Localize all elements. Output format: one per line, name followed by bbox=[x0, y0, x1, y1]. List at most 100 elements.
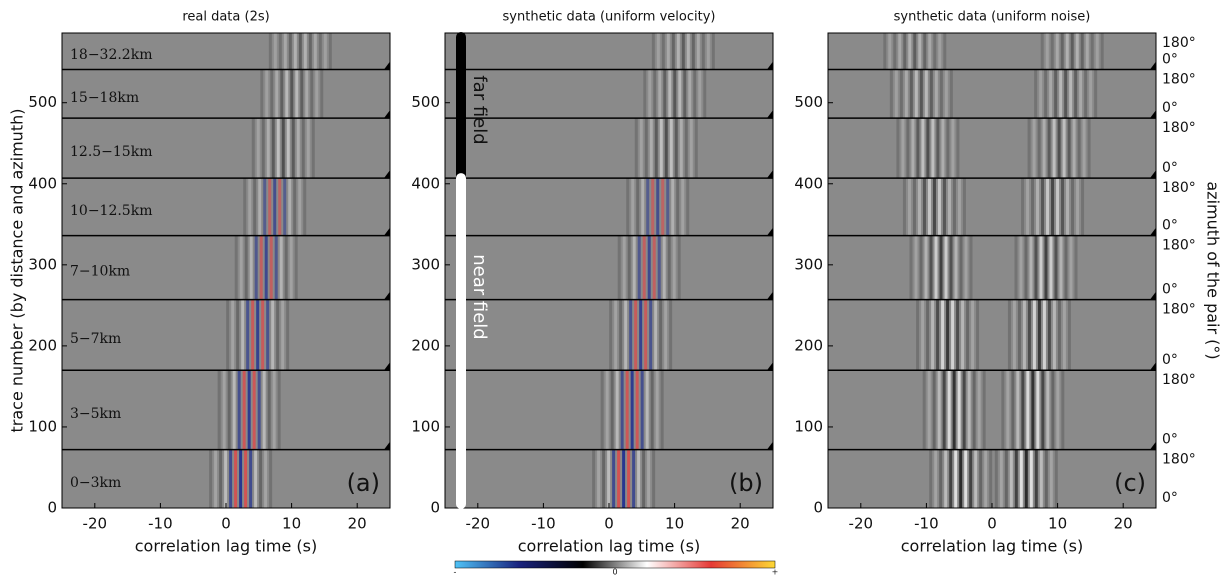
texture-stripe bbox=[265, 69, 269, 119]
texture-stripe bbox=[951, 299, 955, 371]
texture-stripe bbox=[261, 118, 265, 179]
texture-stripe bbox=[919, 235, 923, 300]
texture-stripe bbox=[251, 299, 255, 371]
y-tick-label: 500 bbox=[411, 93, 440, 111]
texture-stripe bbox=[655, 370, 659, 450]
texture-stripe bbox=[686, 33, 690, 70]
panel-title: synthetic data (uniform velocity) bbox=[503, 10, 716, 25]
texture-stripe bbox=[602, 449, 606, 508]
texture-stripe bbox=[1066, 178, 1070, 236]
x-tick-label: 10 bbox=[282, 515, 301, 533]
x-tick-label: -10 bbox=[914, 515, 939, 533]
y-tick-label: 300 bbox=[411, 255, 440, 273]
texture-stripe bbox=[1024, 235, 1028, 300]
texture-stripe bbox=[676, 33, 680, 70]
band-label: 7−10km bbox=[70, 264, 130, 280]
texture-stripe bbox=[294, 235, 298, 300]
texture-stripe bbox=[266, 299, 270, 371]
texture-stripe bbox=[281, 299, 285, 371]
texture-stripe bbox=[1067, 118, 1071, 179]
texture-stripe bbox=[956, 118, 960, 179]
texture-stripe bbox=[979, 449, 983, 508]
texture-stripe bbox=[1076, 178, 1080, 236]
texture-stripe bbox=[284, 235, 288, 300]
texture-stripe bbox=[652, 235, 656, 300]
y-tick-label: 100 bbox=[411, 417, 440, 435]
texture-stripe bbox=[1017, 299, 1021, 371]
texture-stripe bbox=[605, 370, 609, 450]
texture-stripe bbox=[267, 370, 271, 450]
texture-stripe bbox=[1014, 235, 1018, 300]
texture-stripe bbox=[614, 299, 618, 371]
texture-stripe bbox=[259, 235, 263, 300]
texture-stripe bbox=[642, 449, 646, 508]
texture-stripe bbox=[311, 118, 315, 179]
texture-stripe bbox=[924, 235, 928, 300]
colorbar-label: 0 bbox=[612, 568, 617, 576]
texture-stripe bbox=[1081, 178, 1085, 236]
texture-stripe bbox=[275, 69, 279, 119]
band-marker bbox=[767, 291, 773, 300]
texture-stripe bbox=[688, 69, 692, 119]
texture-stripe bbox=[711, 33, 715, 70]
texture-stripe bbox=[308, 33, 312, 70]
y-tick-label: 500 bbox=[794, 93, 823, 111]
texture-stripe bbox=[1026, 370, 1030, 450]
texture-stripe bbox=[666, 33, 670, 70]
azimuth-label: 0° bbox=[1162, 490, 1178, 506]
texture-stripe bbox=[1021, 178, 1025, 236]
texture-stripe bbox=[929, 449, 933, 508]
texture-stripe bbox=[1056, 370, 1060, 450]
texture-stripe bbox=[643, 69, 647, 119]
texture-stripe bbox=[936, 118, 940, 179]
texture-stripe bbox=[672, 235, 676, 300]
texture-stripe bbox=[1034, 235, 1038, 300]
azimuth-label: 180° bbox=[1162, 452, 1196, 468]
y-tick-label: 100 bbox=[28, 417, 57, 435]
texture-stripe bbox=[651, 178, 655, 236]
texture-stripe bbox=[654, 118, 658, 179]
texture-stripe bbox=[916, 118, 920, 179]
texture-stripe bbox=[681, 178, 685, 236]
texture-stripe bbox=[946, 118, 950, 179]
texture-stripe bbox=[932, 178, 936, 236]
texture-stripe bbox=[293, 33, 297, 70]
texture-stripe bbox=[1090, 33, 1094, 70]
texture-stripe bbox=[251, 118, 255, 179]
texture-stripe bbox=[249, 235, 253, 300]
texture-stripe bbox=[1075, 33, 1079, 70]
texture-stripe bbox=[634, 299, 638, 371]
band-marker bbox=[1150, 110, 1156, 119]
texture-stripe bbox=[270, 69, 274, 119]
texture-stripe bbox=[904, 69, 908, 119]
texture-stripe bbox=[977, 370, 981, 450]
texture-stripe bbox=[934, 69, 938, 119]
texture-stripe bbox=[300, 69, 304, 119]
band-marker bbox=[384, 227, 390, 236]
texture-stripe bbox=[1061, 370, 1065, 450]
texture-stripe bbox=[247, 370, 251, 450]
texture-stripe bbox=[941, 299, 945, 371]
y-tick-label: 100 bbox=[794, 417, 823, 435]
texture-stripe bbox=[676, 178, 680, 236]
texture-stripe bbox=[636, 178, 640, 236]
azimuth-label: 0° bbox=[1162, 100, 1178, 116]
band-label: 18−32.2km bbox=[70, 47, 152, 63]
texture-stripe bbox=[644, 299, 648, 371]
texture-stripe bbox=[286, 299, 290, 371]
azimuth-label: 0° bbox=[1162, 282, 1178, 298]
texture-stripe bbox=[944, 69, 948, 119]
texture-stripe bbox=[947, 370, 951, 450]
texture-stripe bbox=[254, 449, 258, 508]
texture-stripe bbox=[641, 178, 645, 236]
texture-stripe bbox=[1087, 118, 1091, 179]
texture-stripe bbox=[227, 370, 231, 450]
texture-stripe bbox=[931, 299, 935, 371]
texture-stripe bbox=[1001, 370, 1005, 450]
texture-stripe bbox=[671, 178, 675, 236]
texture-stripe bbox=[1059, 235, 1063, 300]
azimuth-label: 0° bbox=[1162, 160, 1178, 176]
panel-title: real data (2s) bbox=[182, 10, 269, 25]
texture-stripe bbox=[656, 33, 660, 70]
texture-stripe bbox=[243, 178, 247, 236]
